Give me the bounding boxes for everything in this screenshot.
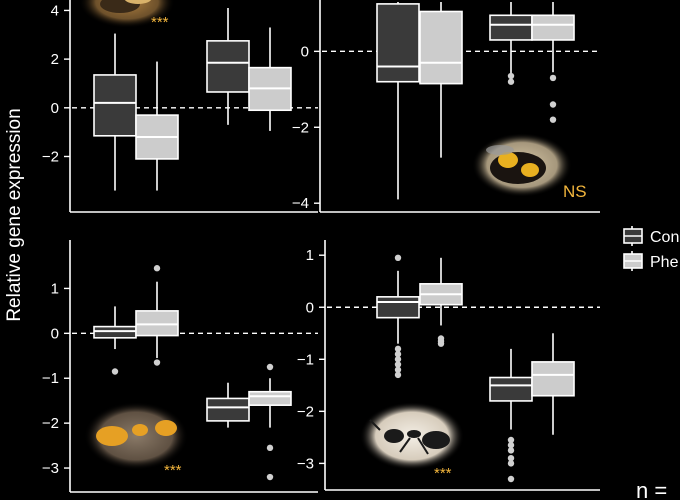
box-phe-group-2 bbox=[248, 363, 292, 481]
box-body bbox=[376, 296, 420, 319]
outlier-point bbox=[507, 436, 515, 444]
box-con-group-2 bbox=[489, 348, 533, 483]
significance-top-right: NS bbox=[563, 182, 587, 201]
significance-bottom-left: *** bbox=[164, 462, 182, 479]
legend-key-con bbox=[623, 226, 643, 246]
box-body bbox=[206, 397, 250, 422]
n-label: n = bbox=[636, 478, 667, 500]
box-body bbox=[376, 3, 420, 83]
outlier-point bbox=[153, 359, 161, 366]
box-phe-group-1 bbox=[135, 265, 179, 366]
yellow-ant-photo bbox=[84, 402, 188, 470]
outlier-point bbox=[507, 441, 515, 449]
legend-key-phe bbox=[623, 251, 643, 271]
box-body bbox=[135, 310, 179, 337]
box-phe-group-2 bbox=[248, 27, 292, 131]
box-body bbox=[93, 325, 137, 339]
y-tick-label: −2 bbox=[292, 119, 309, 136]
legend-label-con: Con bbox=[650, 229, 679, 246]
y-tick-label: −2 bbox=[297, 403, 314, 420]
y-tick-label: 0 bbox=[51, 325, 59, 342]
panel-top-left: −2 0 2 4 bbox=[42, 0, 318, 213]
outlier-point bbox=[549, 74, 557, 82]
outlier-point bbox=[549, 116, 557, 123]
outlier-point bbox=[507, 460, 515, 467]
outlier-point bbox=[507, 475, 515, 483]
bumble-bee-photo bbox=[472, 133, 572, 197]
outlier-point bbox=[394, 366, 402, 373]
panel-bottom-left: −3 −2 −1 0 1 bbox=[42, 240, 318, 493]
legend-label-phe: Phe bbox=[650, 254, 679, 271]
y-tick-label: −4 bbox=[292, 195, 309, 212]
box-con-group-1 bbox=[376, 2, 420, 200]
y-tick-label: −2 bbox=[42, 148, 59, 165]
outlier-point bbox=[394, 345, 402, 353]
box-con-group-2 bbox=[489, 2, 533, 85]
outlier-point bbox=[507, 78, 515, 85]
panel-bottom-right: −3 −2 −1 0 1 bbox=[297, 240, 600, 491]
honey-bee-photo bbox=[79, 0, 175, 28]
significance-bottom-right: *** bbox=[434, 465, 452, 482]
outlier-point bbox=[394, 254, 402, 262]
outlier-point bbox=[507, 72, 515, 80]
y-tick-label: 1 bbox=[51, 280, 59, 297]
outlier-point bbox=[153, 265, 161, 272]
box-con-group-2 bbox=[206, 382, 250, 428]
box-body bbox=[531, 361, 575, 397]
box-phe-group-1 bbox=[419, 257, 463, 347]
y-tick-label: 0 bbox=[51, 100, 59, 117]
y-tick-label: 2 bbox=[51, 51, 59, 68]
outlier-point bbox=[266, 444, 274, 452]
y-tick-label: 0 bbox=[301, 43, 309, 60]
y-tick-label: 4 bbox=[51, 2, 59, 19]
outlier-point bbox=[394, 361, 402, 368]
box-con-group-1 bbox=[93, 306, 137, 375]
box-phe-group-1 bbox=[135, 61, 179, 191]
box-phe-group-2 bbox=[531, 2, 575, 123]
box-con-group-1 bbox=[376, 254, 420, 379]
box-body bbox=[206, 40, 250, 93]
outlier-point bbox=[394, 350, 402, 358]
outlier-point bbox=[394, 371, 402, 379]
outlier-point bbox=[266, 363, 274, 371]
box-phe-group-2 bbox=[531, 333, 575, 435]
outlier-point bbox=[507, 454, 515, 462]
box-body bbox=[419, 10, 463, 85]
box-phe-group-1 bbox=[419, 2, 463, 158]
outlier-point bbox=[507, 447, 515, 454]
box-con-group-2 bbox=[206, 8, 250, 125]
y-tick-label: −2 bbox=[42, 415, 59, 432]
y-tick-label: −3 bbox=[297, 455, 314, 472]
box-body bbox=[531, 14, 575, 41]
box-body bbox=[248, 390, 292, 406]
outlier-point bbox=[394, 356, 402, 363]
box-con-group-1 bbox=[93, 33, 137, 191]
panel-top-right: −4 −2 0 bbox=[292, 0, 600, 213]
y-axis-label: Relative gene expression bbox=[4, 108, 25, 321]
outlier-point bbox=[111, 368, 119, 375]
outlier-point bbox=[266, 473, 274, 481]
y-tick-label: −3 bbox=[42, 460, 59, 477]
outlier-point bbox=[437, 340, 445, 347]
y-tick-label: −1 bbox=[42, 370, 59, 387]
box-body bbox=[489, 376, 533, 402]
y-tick-label: 0 bbox=[306, 299, 314, 316]
y-tick-label: −1 bbox=[297, 351, 314, 368]
significance-top-left: *** bbox=[151, 14, 169, 31]
box-body bbox=[489, 14, 533, 41]
outlier-point bbox=[549, 101, 557, 108]
legend: Con Phe bbox=[623, 226, 679, 271]
box-body bbox=[93, 74, 137, 137]
y-tick-label: 1 bbox=[306, 247, 314, 264]
black-ant-photo bbox=[360, 402, 464, 470]
